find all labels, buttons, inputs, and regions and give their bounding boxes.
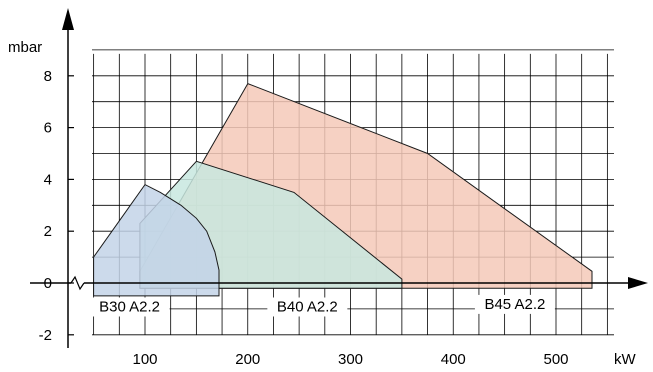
region-label: B45 A2.2 [484,296,545,313]
region-label-background [474,294,555,314]
axes [30,8,648,348]
y-axis-unit-label: mbar [8,39,42,56]
x-tick-label: 200 [235,351,260,368]
y-tick-label: 6 [44,120,52,137]
tick-labels: -2 0 2 4 6 8 100 200 300 400 500 [39,68,569,368]
region-label: B40 A2.2 [277,298,338,315]
region-labels: B30 A2.2 B40 A2.2 B45 A2.2 [89,294,555,317]
x-tick-label: 500 [543,351,568,368]
y-tick-label: 4 [44,171,52,188]
region-label-background [89,297,170,317]
x-tick-label: 400 [441,351,466,368]
y-tick-label: 8 [44,68,52,85]
region-label: B30 A2.2 [99,298,160,315]
x-axis-break [70,275,85,291]
region-label-background [267,297,348,317]
x-axis-unit-label: kW [614,351,637,368]
y-tick-label: -2 [39,327,52,344]
y-tick-label: 2 [44,223,52,240]
region-b30-a22 [93,183,220,297]
y-axis-arrow [62,8,74,30]
y-tick-label: 0 [44,275,52,292]
x-tick-label: 300 [338,351,363,368]
working-range-regions [93,82,593,297]
x-axis-arrow [628,277,648,289]
x-tick-label: 100 [132,351,157,368]
